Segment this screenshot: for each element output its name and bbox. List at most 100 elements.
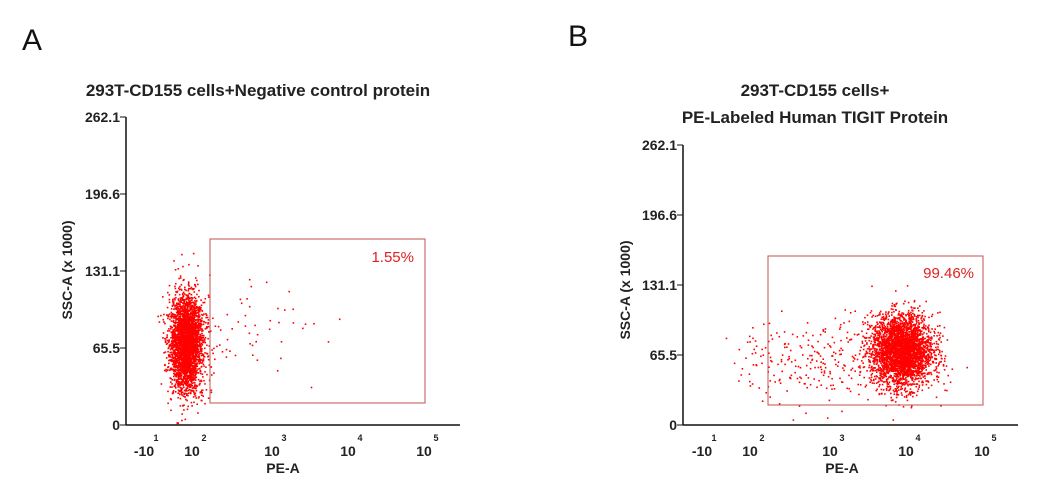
event-dot	[175, 375, 177, 378]
event-dot	[934, 332, 936, 334]
event-dot	[173, 369, 176, 371]
event-dot	[182, 326, 184, 329]
event-dot	[181, 297, 183, 299]
event-dot	[194, 311, 197, 313]
event-dot	[193, 309, 195, 311]
event-dot	[891, 370, 893, 372]
event-dot	[914, 348, 917, 351]
event-dot	[882, 368, 884, 370]
event-dot	[256, 359, 259, 361]
event-dot	[181, 293, 184, 296]
event-dot	[189, 331, 191, 333]
event-dot	[930, 384, 933, 387]
event-dot	[205, 313, 207, 315]
event-dot	[188, 359, 190, 361]
event-dot	[203, 313, 205, 315]
x-tick-label-a: 10	[340, 443, 356, 459]
event-dot	[868, 356, 870, 358]
event-dot	[338, 318, 341, 321]
event-dot	[193, 326, 196, 328]
event-dot	[176, 372, 178, 374]
event-dot	[194, 333, 197, 336]
event-dot	[885, 404, 887, 407]
event-dot	[905, 379, 908, 381]
event-dot	[881, 344, 883, 347]
event-dot	[278, 321, 280, 324]
event-dot	[880, 345, 882, 348]
event-dot	[187, 294, 189, 296]
event-dot	[174, 336, 176, 338]
event-dot	[184, 369, 187, 371]
event-dot	[188, 310, 191, 312]
event-dot	[182, 295, 185, 297]
event-dot	[175, 282, 177, 285]
event-dot	[167, 390, 169, 393]
event-dot	[191, 313, 193, 316]
event-dot	[175, 343, 178, 346]
event-dot	[175, 374, 178, 376]
event-dot	[163, 313, 165, 316]
event-dot	[175, 296, 177, 299]
event-dot	[907, 369, 910, 371]
event-dot	[884, 372, 887, 375]
event-dot	[182, 345, 184, 348]
event-dot	[179, 332, 181, 334]
event-dot	[177, 386, 179, 388]
event-dot	[190, 368, 193, 370]
event-dot	[870, 348, 873, 350]
event-dot	[865, 350, 868, 353]
event-dot	[173, 328, 176, 330]
event-dot	[185, 324, 188, 326]
event-dot	[913, 371, 916, 373]
event-dot	[882, 358, 884, 360]
event-dot	[184, 340, 187, 342]
event-dot	[170, 340, 173, 343]
event-dot	[187, 282, 190, 285]
event-dot	[204, 383, 206, 385]
event-dot	[202, 329, 204, 332]
event-dot	[175, 347, 177, 349]
event-dot	[195, 371, 197, 373]
event-dot	[194, 329, 197, 331]
event-dot	[915, 375, 918, 377]
event-dot	[170, 381, 172, 383]
event-dot	[922, 376, 924, 378]
event-dot	[190, 371, 192, 373]
event-dot	[180, 344, 182, 347]
event-dot	[191, 304, 193, 307]
event-dot	[880, 335, 883, 338]
event-dot	[183, 378, 185, 380]
event-dot	[204, 297, 207, 300]
event-dot	[177, 323, 180, 326]
event-dot	[928, 336, 930, 339]
event-dot	[935, 369, 937, 371]
event-dot	[186, 353, 189, 356]
event-dot	[189, 323, 191, 326]
event-dot	[177, 355, 180, 357]
event-dot	[205, 389, 208, 391]
event-dot	[192, 390, 195, 392]
event-dot	[181, 320, 183, 322]
event-dot	[177, 334, 179, 337]
event-dot	[899, 325, 901, 327]
event-dot	[178, 354, 180, 357]
event-dot	[188, 309, 190, 311]
event-dot	[170, 351, 173, 354]
event-dot	[191, 375, 193, 378]
event-dot	[196, 339, 199, 342]
event-dot	[181, 419, 183, 422]
event-dot	[922, 325, 925, 327]
event-dot	[231, 328, 233, 330]
event-dot	[878, 341, 881, 344]
event-dot	[925, 300, 927, 303]
event-dot	[170, 345, 172, 347]
event-dot	[898, 326, 901, 329]
event-dot	[195, 376, 198, 378]
event-dot	[171, 335, 174, 337]
event-dot	[186, 322, 188, 324]
event-dot	[186, 331, 189, 333]
event-dot	[195, 342, 198, 344]
event-dot	[171, 355, 174, 357]
event-dot	[202, 334, 205, 337]
event-dot	[199, 345, 201, 348]
